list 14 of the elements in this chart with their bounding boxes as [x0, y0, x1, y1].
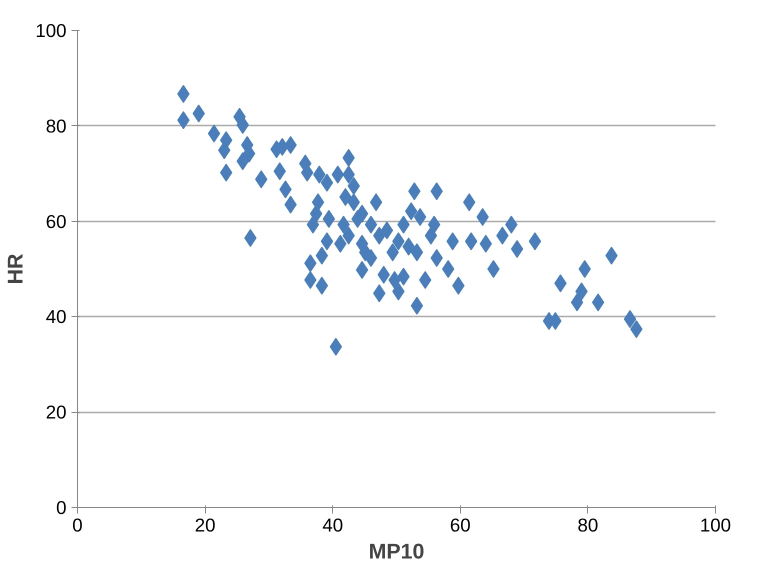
y-tick-label: 100 [35, 20, 67, 41]
x-tick-label: 60 [450, 514, 471, 536]
x-tick-label: 80 [578, 514, 598, 536]
y-tick-label: 20 [46, 402, 67, 423]
x-tick-label: 0 [72, 514, 83, 536]
y-tick-label: 60 [46, 210, 67, 232]
y-axis-title: HR [3, 254, 28, 284]
x-tick-label: 100 [700, 514, 732, 536]
y-tick-label: 80 [46, 115, 67, 136]
y-tick-label: 0 [56, 497, 67, 518]
x-axis-title: MP10 [368, 540, 424, 564]
x-tick-label: 20 [194, 514, 216, 536]
x-tick-label: 40 [322, 514, 344, 536]
y-tick-label: 40 [46, 306, 67, 328]
